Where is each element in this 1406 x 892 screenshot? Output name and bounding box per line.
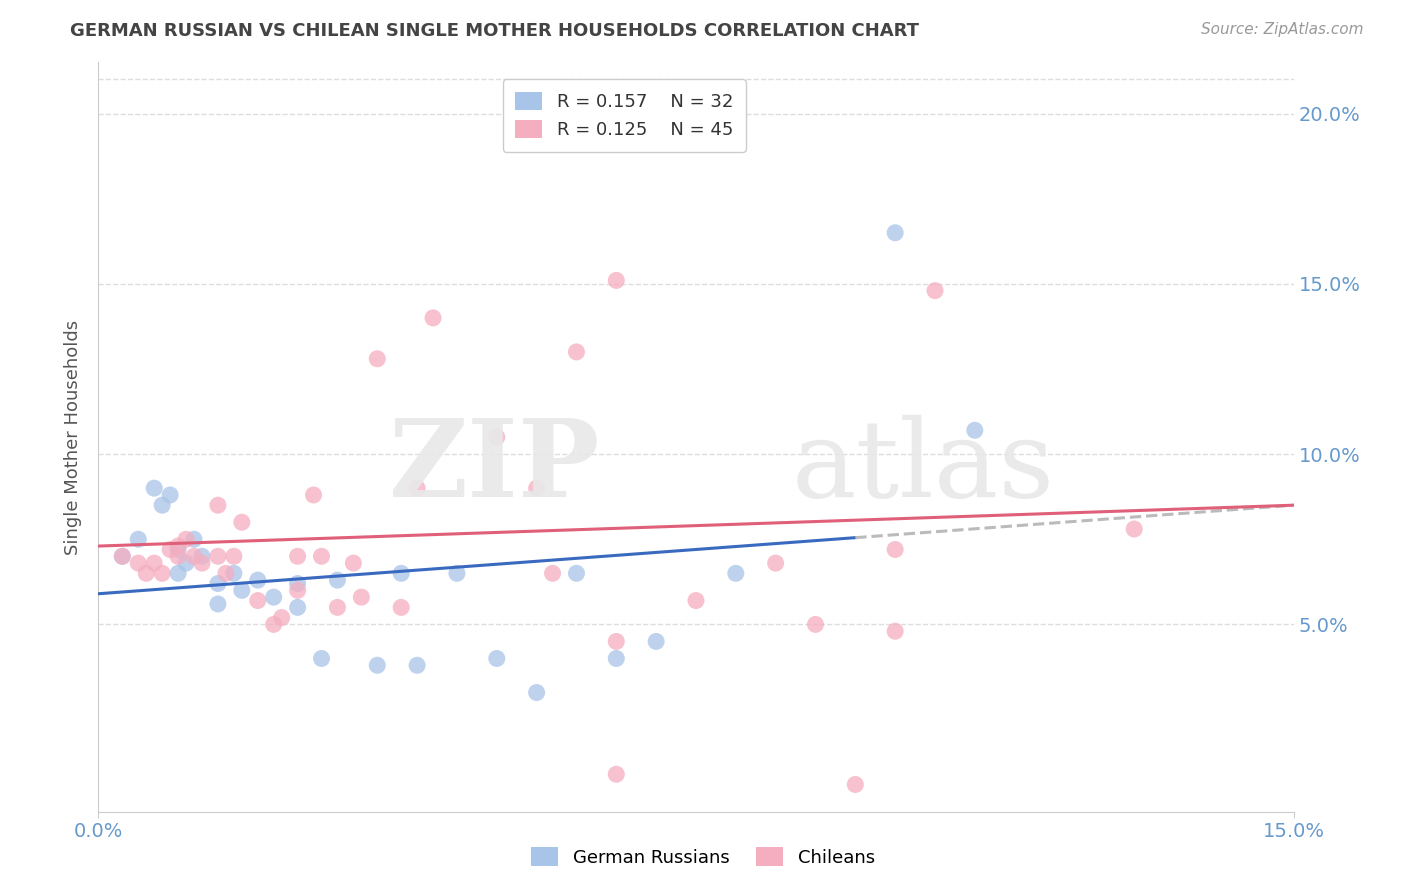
Point xyxy=(287,600,309,615)
Point xyxy=(342,556,364,570)
Point xyxy=(565,566,588,581)
Point xyxy=(526,481,548,495)
Point xyxy=(167,539,190,553)
Point xyxy=(963,423,986,437)
Legend: R = 0.157    N = 32, R = 0.125    N = 45: R = 0.157 N = 32, R = 0.125 N = 45 xyxy=(503,79,745,152)
Point xyxy=(183,533,205,547)
Point xyxy=(326,600,349,615)
Point xyxy=(143,556,166,570)
Point xyxy=(844,777,866,791)
Point xyxy=(422,310,444,325)
Point xyxy=(127,533,149,547)
Point xyxy=(207,498,229,512)
Point xyxy=(167,549,190,564)
Point xyxy=(207,576,229,591)
Point xyxy=(541,566,564,581)
Point xyxy=(406,481,429,495)
Point xyxy=(485,430,508,444)
Point xyxy=(270,610,292,624)
Point xyxy=(159,488,181,502)
Point xyxy=(485,651,508,665)
Point xyxy=(287,549,309,564)
Text: ZIP: ZIP xyxy=(389,414,600,520)
Point xyxy=(246,573,269,587)
Point xyxy=(207,549,229,564)
Point xyxy=(724,566,747,581)
Point xyxy=(366,351,388,366)
Point xyxy=(1123,522,1146,536)
Point xyxy=(326,573,349,587)
Point xyxy=(605,767,627,781)
Point xyxy=(150,566,173,581)
Point xyxy=(287,576,309,591)
Point xyxy=(127,556,149,570)
Point xyxy=(302,488,325,502)
Point xyxy=(311,651,333,665)
Point xyxy=(135,566,157,581)
Point xyxy=(884,624,907,639)
Point xyxy=(389,600,412,615)
Point xyxy=(222,549,245,564)
Point xyxy=(406,658,429,673)
Point xyxy=(765,556,787,570)
Point xyxy=(366,658,388,673)
Point xyxy=(605,651,627,665)
Point xyxy=(311,549,333,564)
Point xyxy=(111,549,134,564)
Point xyxy=(645,634,668,648)
Point xyxy=(565,345,588,359)
Text: atlas: atlas xyxy=(792,415,1054,520)
Text: Source: ZipAtlas.com: Source: ZipAtlas.com xyxy=(1201,22,1364,37)
Point xyxy=(884,226,907,240)
Point xyxy=(263,617,285,632)
Point xyxy=(605,273,627,287)
Point xyxy=(207,597,229,611)
Point xyxy=(191,549,214,564)
Point xyxy=(215,566,238,581)
Point xyxy=(174,533,197,547)
Point xyxy=(150,498,173,512)
Text: GERMAN RUSSIAN VS CHILEAN SINGLE MOTHER HOUSEHOLDS CORRELATION CHART: GERMAN RUSSIAN VS CHILEAN SINGLE MOTHER … xyxy=(70,22,920,40)
Point xyxy=(191,556,214,570)
Point xyxy=(222,566,245,581)
Point xyxy=(804,617,827,632)
Point xyxy=(183,549,205,564)
Legend: German Russians, Chileans: German Russians, Chileans xyxy=(524,840,882,874)
Point xyxy=(389,566,412,581)
Point xyxy=(685,593,707,607)
Point xyxy=(231,583,253,598)
Point xyxy=(167,542,190,557)
Point xyxy=(167,566,190,581)
Point xyxy=(263,590,285,604)
Y-axis label: Single Mother Households: Single Mother Households xyxy=(65,319,83,555)
Point xyxy=(605,634,627,648)
Point xyxy=(446,566,468,581)
Point xyxy=(174,556,197,570)
Point xyxy=(246,593,269,607)
Point xyxy=(159,542,181,557)
Point xyxy=(231,515,253,529)
Point xyxy=(526,685,548,699)
Point xyxy=(884,542,907,557)
Point xyxy=(924,284,946,298)
Point xyxy=(111,549,134,564)
Point xyxy=(350,590,373,604)
Point xyxy=(287,583,309,598)
Point xyxy=(143,481,166,495)
